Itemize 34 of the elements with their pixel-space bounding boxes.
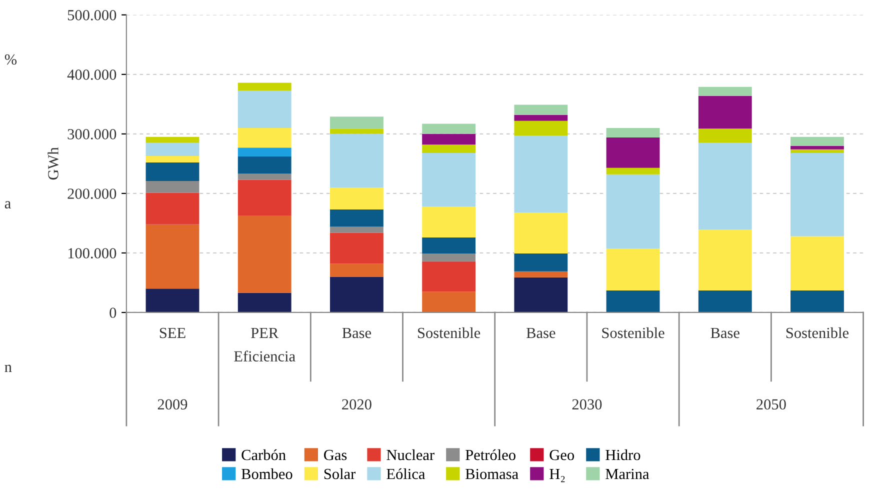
x-tick-label: Base bbox=[526, 328, 556, 338]
legend-label: Eólica bbox=[386, 468, 426, 480]
legend-label: Bombeo bbox=[242, 468, 292, 480]
legend-label: Marina bbox=[606, 468, 650, 480]
legend-label: Carbón bbox=[242, 449, 286, 460]
x-tick-label: Sostenible bbox=[602, 327, 664, 338]
text: 2030 bbox=[572, 399, 602, 410]
y-tick-label: 100.000 bbox=[68, 248, 116, 258]
x-tick-label: Base bbox=[342, 328, 372, 338]
x-tick-label: Base bbox=[710, 328, 740, 338]
x-tick-label: PER Eficiencia bbox=[234, 328, 296, 362]
text: 2020 bbox=[342, 399, 372, 410]
legend-label: Nuclear bbox=[386, 449, 434, 460]
legend-label: Solar bbox=[324, 468, 356, 480]
y-tick-label: 0 bbox=[110, 308, 116, 318]
text: 2050 bbox=[756, 399, 786, 410]
legend-label: Biomasa bbox=[466, 468, 518, 480]
legend-label: Gas bbox=[324, 450, 347, 460]
y-axis-title: GWh bbox=[48, 147, 58, 180]
x-tick-label: Sostenible bbox=[786, 327, 849, 338]
y-tick-label: 200.000 bbox=[68, 188, 116, 199]
legend-label: Geo bbox=[550, 450, 574, 460]
text: a bbox=[4, 201, 11, 208]
y-tick-label: 400.000 bbox=[67, 70, 116, 80]
legend-label: H₂ bbox=[550, 468, 565, 482]
x-tick-label: SEE bbox=[160, 328, 186, 338]
text: % bbox=[4, 54, 17, 65]
legend-label: Petróleo bbox=[466, 449, 516, 460]
text: 2009 bbox=[158, 399, 188, 410]
y-tick-label: 500.000 bbox=[68, 10, 116, 20]
x-tick-label: Sostenible bbox=[418, 327, 480, 338]
y-tick-label: 300.000 bbox=[68, 129, 116, 140]
legend-label: Hidro bbox=[606, 449, 640, 460]
text: n bbox=[4, 364, 12, 372]
